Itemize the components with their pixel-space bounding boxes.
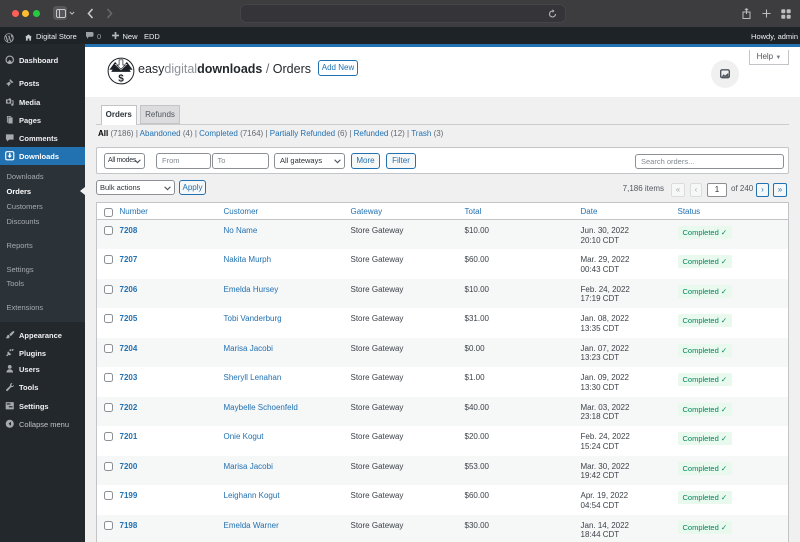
svg-text:$: $ (118, 73, 124, 84)
